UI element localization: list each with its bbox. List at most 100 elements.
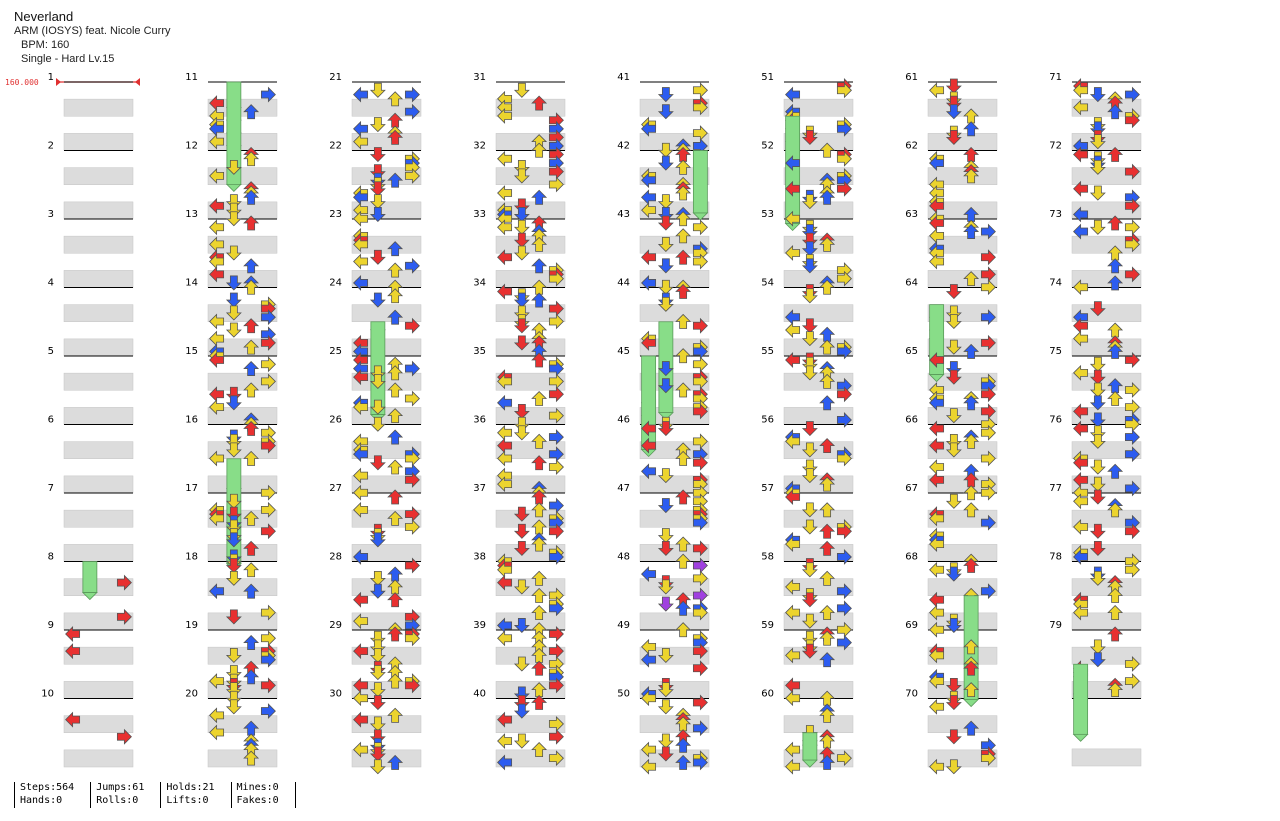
step-arrow <box>801 502 818 518</box>
step-arrow <box>209 510 225 527</box>
beat-band <box>63 372 134 391</box>
step-arrow <box>836 523 852 540</box>
step-arrow <box>404 519 420 535</box>
step-arrow <box>1107 343 1124 359</box>
step-arrow <box>1089 540 1106 556</box>
step-arrow <box>243 450 260 466</box>
measure-number: 43 <box>617 209 630 220</box>
step-arrow <box>1124 656 1140 672</box>
step-arrow <box>1089 159 1106 175</box>
step-arrow <box>548 677 564 694</box>
step-arrow <box>657 378 674 394</box>
beat-band <box>351 372 422 391</box>
step-arrow <box>548 176 564 193</box>
measure-number: 75 <box>1049 346 1062 357</box>
measure-number: 61 <box>905 72 918 83</box>
hold-tail <box>81 592 98 601</box>
step-arrow <box>353 236 369 253</box>
hold-tail <box>657 412 674 421</box>
step-arrow <box>497 108 513 124</box>
step-arrow <box>675 450 692 466</box>
beat-band <box>639 235 710 254</box>
step-arrow <box>819 754 836 770</box>
step-arrow <box>497 150 513 167</box>
step-arrow <box>945 695 962 711</box>
step-arrow <box>641 437 657 454</box>
step-arrow <box>675 283 692 299</box>
step-arrow <box>513 523 530 539</box>
measure-number: 73 <box>1049 209 1062 220</box>
difficulty-label: Single - Hard Lv.15 <box>21 53 115 65</box>
step-arrow <box>1124 561 1140 578</box>
step-arrow <box>980 249 996 266</box>
step-arrow <box>548 750 564 767</box>
beat-band <box>927 372 998 391</box>
step-arrow <box>243 360 260 376</box>
measure-number: 24 <box>329 278 342 289</box>
step-arrow <box>801 318 818 334</box>
step-arrow <box>1089 639 1106 655</box>
beat-band <box>351 235 422 254</box>
step-arrow <box>641 274 657 291</box>
step-arrow <box>513 207 530 223</box>
step-arrow <box>657 361 674 377</box>
beat-band <box>495 235 566 254</box>
step-arrow <box>260 651 276 668</box>
beat-band <box>639 509 710 528</box>
beat-band <box>639 441 710 459</box>
step-arrow <box>1124 197 1140 214</box>
measure-number: 9 <box>48 620 54 631</box>
measure-number: 37 <box>473 483 486 494</box>
step-arrow <box>369 716 386 732</box>
measure-number: 50 <box>617 689 630 700</box>
step-arrow <box>1089 87 1106 103</box>
step-arrow <box>243 562 260 578</box>
measure-number: 70 <box>905 689 918 700</box>
step-arrow <box>353 399 369 416</box>
step-arrow <box>963 433 980 449</box>
step-arrow <box>692 643 708 660</box>
beat-band <box>1071 578 1142 596</box>
measure-number: 36 <box>473 415 486 426</box>
step-arrow <box>225 292 242 308</box>
step-arrow <box>1073 82 1089 99</box>
step-arrow <box>387 262 404 278</box>
step-arrow <box>225 159 242 175</box>
beat-band <box>495 304 566 322</box>
step-arrow <box>675 249 692 265</box>
step-arrow <box>531 502 548 518</box>
beat-band <box>783 646 854 665</box>
step-arrow <box>945 284 962 300</box>
step-arrow <box>675 159 692 175</box>
beat-band <box>639 98 710 117</box>
step-arrow <box>1089 395 1106 411</box>
beat-band <box>351 509 422 528</box>
measure-number: 15 <box>185 346 198 357</box>
step-arrow <box>657 746 674 762</box>
beat-band <box>495 578 566 596</box>
step-arrow <box>1073 279 1089 296</box>
measure-number: 18 <box>185 552 198 563</box>
step-arrow <box>836 150 852 167</box>
step-arrow <box>836 180 852 197</box>
step-arrow <box>513 579 530 595</box>
step-arrow <box>641 566 657 583</box>
measure-number: 25 <box>329 346 342 357</box>
step-arrow <box>353 643 369 660</box>
step-arrow <box>387 459 404 475</box>
measure-number: 32 <box>473 141 486 152</box>
beat-band <box>639 304 710 322</box>
step-arrow <box>531 390 548 406</box>
stat-group-jumps: Jumps:61 Rolls:0 <box>90 782 160 808</box>
measure-number: 60 <box>761 689 774 700</box>
step-arrow <box>657 596 674 612</box>
beat-band <box>1071 304 1142 322</box>
measure-number: 68 <box>905 552 918 563</box>
beat-band <box>63 167 134 185</box>
beat-band <box>495 715 566 733</box>
step-arrow <box>692 570 708 587</box>
step-arrow <box>387 510 404 526</box>
step-arrow <box>260 677 276 694</box>
measure-number: 20 <box>185 689 198 700</box>
step-arrow <box>548 313 564 330</box>
